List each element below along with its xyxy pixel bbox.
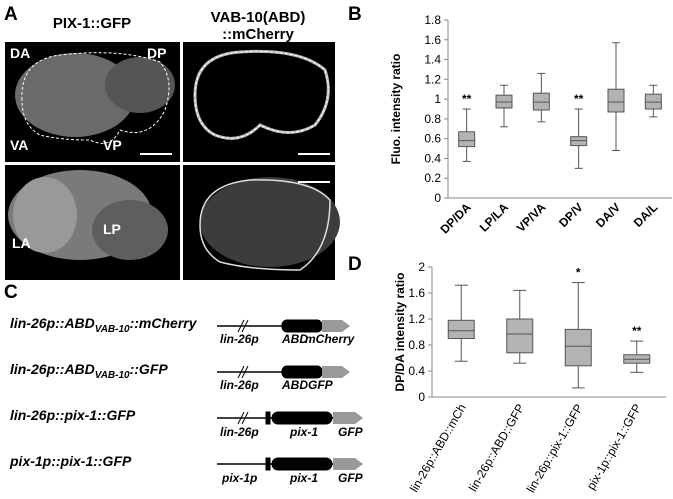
construct-names: lin-26p::ABDVAB-10::mCherry lin-26p::ABD… <box>9 315 198 469</box>
x-tick-label: DA/L <box>631 200 661 230</box>
micrograph <box>183 42 335 162</box>
y-tick-label: 1.6 <box>408 286 425 300</box>
part-label: ABD <box>281 378 308 392</box>
construct-name: lin-26p::ABDVAB-10::GFP <box>10 361 168 381</box>
y-tick-label: 1 <box>434 92 441 106</box>
y-tick-label: 1.2 <box>408 312 425 326</box>
region-label: DP <box>147 45 166 61</box>
box <box>564 328 592 367</box>
x-tick-label: lin-26p::pix-1::GFP <box>524 402 586 496</box>
significance: ** <box>574 92 584 106</box>
region-label: VA <box>10 137 28 153</box>
significance: ** <box>632 324 642 338</box>
significance: ** <box>462 92 472 106</box>
y-tick-label: 2 <box>418 260 425 274</box>
part-label: GFP <box>338 425 364 439</box>
y-tick-label: 0.4 <box>424 151 441 165</box>
name-sub: VAB-10 <box>95 370 130 381</box>
micrograph <box>5 42 180 162</box>
panel-label: B <box>348 4 362 25</box>
part-label: pix-1p <box>221 471 257 485</box>
construct-name: pix-1p::pix-1::GFP <box>9 453 132 469</box>
y-tick-label: 0.8 <box>424 112 441 126</box>
part-label: pix-1 <box>289 471 318 485</box>
part-label: lin-26p <box>220 332 259 346</box>
box <box>506 318 534 354</box>
micrograph <box>5 165 180 280</box>
y-axis-label: DP/DA intensity ratio <box>393 273 407 392</box>
construct-diagram <box>217 319 363 471</box>
construct-name: lin-26p::pix-1::GFP <box>10 407 136 423</box>
image-title: PIX-1::GFP <box>53 15 131 32</box>
region-label: LA <box>12 235 31 251</box>
y-tick-label: 1.8 <box>424 13 441 27</box>
construct-name: lin-26p::ABDVAB-10::mCherry <box>10 315 198 335</box>
micrograph <box>183 165 340 280</box>
part-label: ABD <box>281 332 308 346</box>
box <box>447 319 475 339</box>
x-tick-label: pix-1p::pix-1::GFP <box>584 402 644 493</box>
part-label: lin-26p <box>220 378 259 392</box>
name-part: ::GFP <box>130 361 169 377</box>
name-sub: VAB-10 <box>95 324 130 335</box>
part-label: lin-26p <box>220 425 259 439</box>
x-tick-label: VP/VA <box>514 200 549 235</box>
box <box>458 131 476 148</box>
y-axis-label: Fluo. intensity ratio <box>389 54 403 165</box>
part-label: pix-1 <box>289 425 318 439</box>
name-part: ::mCherry <box>130 315 198 331</box>
x-tick-label: DP/DA <box>437 200 474 237</box>
y-tick-label: 1.6 <box>424 33 441 47</box>
y-tick-label: 0.8 <box>408 338 425 352</box>
part-label: GFP <box>338 471 364 485</box>
box <box>607 88 625 113</box>
x-tick-label: LP/LA <box>477 200 512 235</box>
y-tick-label: 0 <box>434 191 441 205</box>
panel-label: A <box>4 4 18 25</box>
part-label: mCherry <box>305 332 356 346</box>
panel-label: C <box>4 282 18 303</box>
x-tick-label: lin-26p::ABD::mCh <box>407 402 469 495</box>
name-part: lin-26p::ABD <box>10 315 95 331</box>
y-tick-label: 0.2 <box>424 171 441 185</box>
y-tick-label: 0 <box>418 390 425 404</box>
y-tick-label: 1.2 <box>424 72 441 86</box>
region-label: LP <box>103 221 121 237</box>
name-part: lin-26p::ABD <box>10 361 95 377</box>
y-tick-label: 1.4 <box>424 53 441 67</box>
panel-label: D <box>348 254 362 275</box>
significance: * <box>576 266 581 280</box>
region-label: DA <box>10 45 30 61</box>
y-tick-label: 0.4 <box>408 364 425 378</box>
y-tick-label: 0.6 <box>424 132 441 146</box>
image-title: ::mCherry <box>222 26 294 43</box>
image-title: VAB-10(ABD) <box>211 9 306 26</box>
part-label: GFP <box>308 378 334 392</box>
x-tick-label: DA/V <box>593 200 623 230</box>
x-tick-label: lin-26p::ABD::GFP <box>466 402 527 494</box>
region-label: VP <box>103 137 122 153</box>
x-tick-label: DP/V <box>556 200 586 230</box>
